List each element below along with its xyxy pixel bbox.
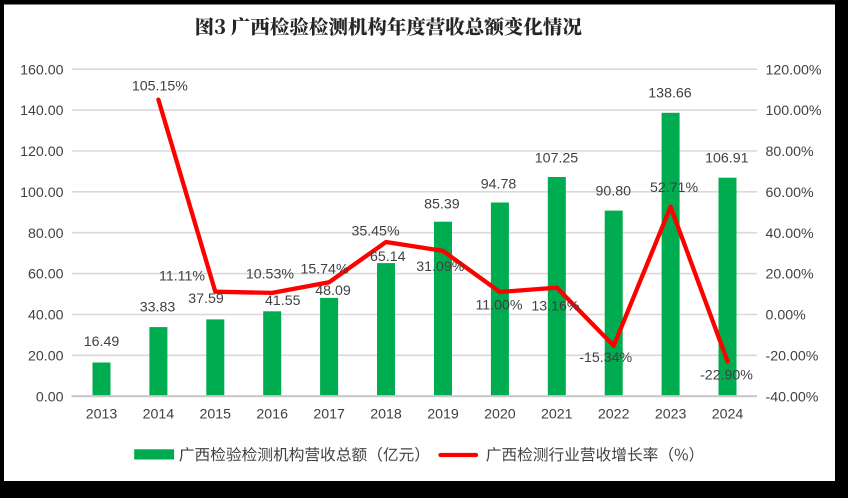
svg-text:120.00: 120.00 bbox=[20, 144, 64, 160]
svg-text:2021: 2021 bbox=[541, 407, 573, 423]
svg-text:40.00: 40.00 bbox=[28, 308, 64, 324]
svg-text:138.66: 138.66 bbox=[648, 85, 692, 101]
svg-text:90.80: 90.80 bbox=[596, 184, 632, 200]
svg-text:60.00: 60.00 bbox=[28, 267, 64, 283]
svg-text:106.91: 106.91 bbox=[705, 151, 749, 167]
svg-text:20.00%: 20.00% bbox=[766, 267, 815, 283]
svg-text:48.09: 48.09 bbox=[315, 283, 351, 299]
svg-text:11.11%: 11.11% bbox=[159, 269, 205, 285]
svg-text:-22.90%: -22.90% bbox=[700, 368, 753, 384]
svg-text:80.00: 80.00 bbox=[28, 226, 64, 242]
svg-text:31.09%: 31.09% bbox=[416, 259, 465, 275]
svg-text:2014: 2014 bbox=[143, 407, 175, 423]
svg-text:20.00: 20.00 bbox=[28, 348, 64, 364]
svg-text:10.53%: 10.53% bbox=[246, 267, 295, 283]
svg-text:2015: 2015 bbox=[200, 407, 232, 423]
svg-text:13.16%: 13.16% bbox=[531, 299, 580, 315]
svg-text:2019: 2019 bbox=[427, 407, 459, 423]
svg-text:140.00: 140.00 bbox=[20, 103, 64, 119]
svg-text:160.00: 160.00 bbox=[20, 62, 64, 78]
svg-text:37.59: 37.59 bbox=[188, 291, 224, 307]
svg-text:85.39: 85.39 bbox=[424, 197, 460, 213]
svg-text:2017: 2017 bbox=[313, 407, 345, 423]
svg-text:-40.00%: -40.00% bbox=[766, 389, 819, 405]
svg-text:100.00%: 100.00% bbox=[766, 103, 822, 119]
svg-text:11.00%: 11.00% bbox=[475, 297, 522, 313]
svg-text:100.00: 100.00 bbox=[20, 185, 64, 201]
svg-text:60.00%: 60.00% bbox=[766, 185, 815, 201]
svg-text:40.00%: 40.00% bbox=[766, 226, 815, 242]
svg-text:15.74%: 15.74% bbox=[300, 261, 349, 277]
svg-text:33.83: 33.83 bbox=[140, 300, 176, 316]
svg-text:2024: 2024 bbox=[712, 407, 744, 423]
svg-text:35.45%: 35.45% bbox=[351, 223, 400, 239]
svg-text:80.00%: 80.00% bbox=[766, 144, 815, 160]
svg-text:16.49: 16.49 bbox=[84, 334, 120, 350]
svg-text:2016: 2016 bbox=[256, 407, 288, 423]
svg-text:0.00: 0.00 bbox=[36, 389, 64, 405]
svg-text:105.15%: 105.15% bbox=[132, 78, 188, 94]
svg-text:41.55: 41.55 bbox=[265, 293, 301, 309]
svg-text:-20.00%: -20.00% bbox=[766, 348, 819, 364]
svg-text:2022: 2022 bbox=[598, 407, 630, 423]
svg-text:-15.34%: -15.34% bbox=[579, 350, 632, 366]
svg-text:120.00%: 120.00% bbox=[766, 62, 822, 78]
svg-text:65.14: 65.14 bbox=[370, 249, 406, 265]
svg-text:94.78: 94.78 bbox=[481, 177, 517, 193]
svg-text:107.25: 107.25 bbox=[535, 150, 579, 166]
svg-text:2018: 2018 bbox=[370, 407, 402, 423]
svg-text:2013: 2013 bbox=[86, 407, 118, 423]
svg-text:2020: 2020 bbox=[484, 407, 516, 423]
svg-text:52.71%: 52.71% bbox=[650, 180, 699, 196]
svg-text:0.00%: 0.00% bbox=[766, 308, 807, 324]
svg-text:2023: 2023 bbox=[655, 407, 687, 423]
